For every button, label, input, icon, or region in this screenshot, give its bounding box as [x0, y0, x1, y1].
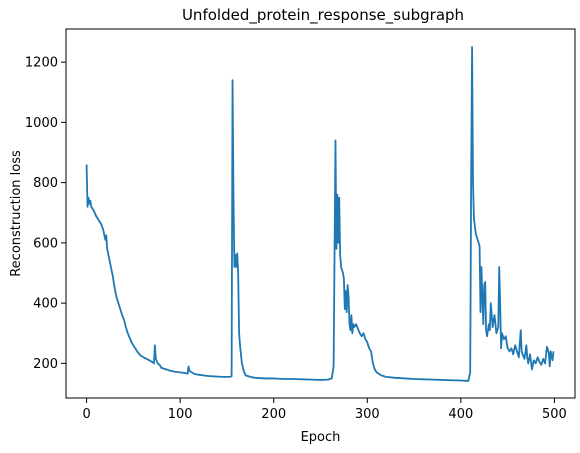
y-tick-label: 800 [33, 176, 58, 191]
y-tick-label: 200 [33, 357, 58, 372]
y-axis-label: Reconstruction loss [9, 150, 24, 277]
x-tick-label: 300 [355, 407, 380, 422]
y-tick-label: 600 [33, 236, 58, 251]
x-tick-label: 0 [82, 407, 90, 422]
x-tick-label: 200 [261, 407, 286, 422]
plot-area [85, 46, 555, 382]
plot-frame [65, 28, 576, 399]
x-axis-label: Epoch [301, 430, 341, 445]
x-tick-label: 100 [168, 407, 193, 422]
y-tick-label: 1000 [25, 116, 58, 131]
x-tick-label: 500 [542, 407, 567, 422]
x-tick-label: 400 [448, 407, 473, 422]
series-line-0 [85, 46, 555, 382]
x-axis: 0 100 200 300 400 500 [82, 398, 567, 422]
y-tick-label: 400 [33, 297, 58, 312]
chart-title: Unfolded_protein_response_subgraph [182, 6, 464, 25]
y-axis: 200 400 600 800 1000 1200 [25, 56, 66, 372]
y-tick-label: 1200 [25, 56, 58, 71]
